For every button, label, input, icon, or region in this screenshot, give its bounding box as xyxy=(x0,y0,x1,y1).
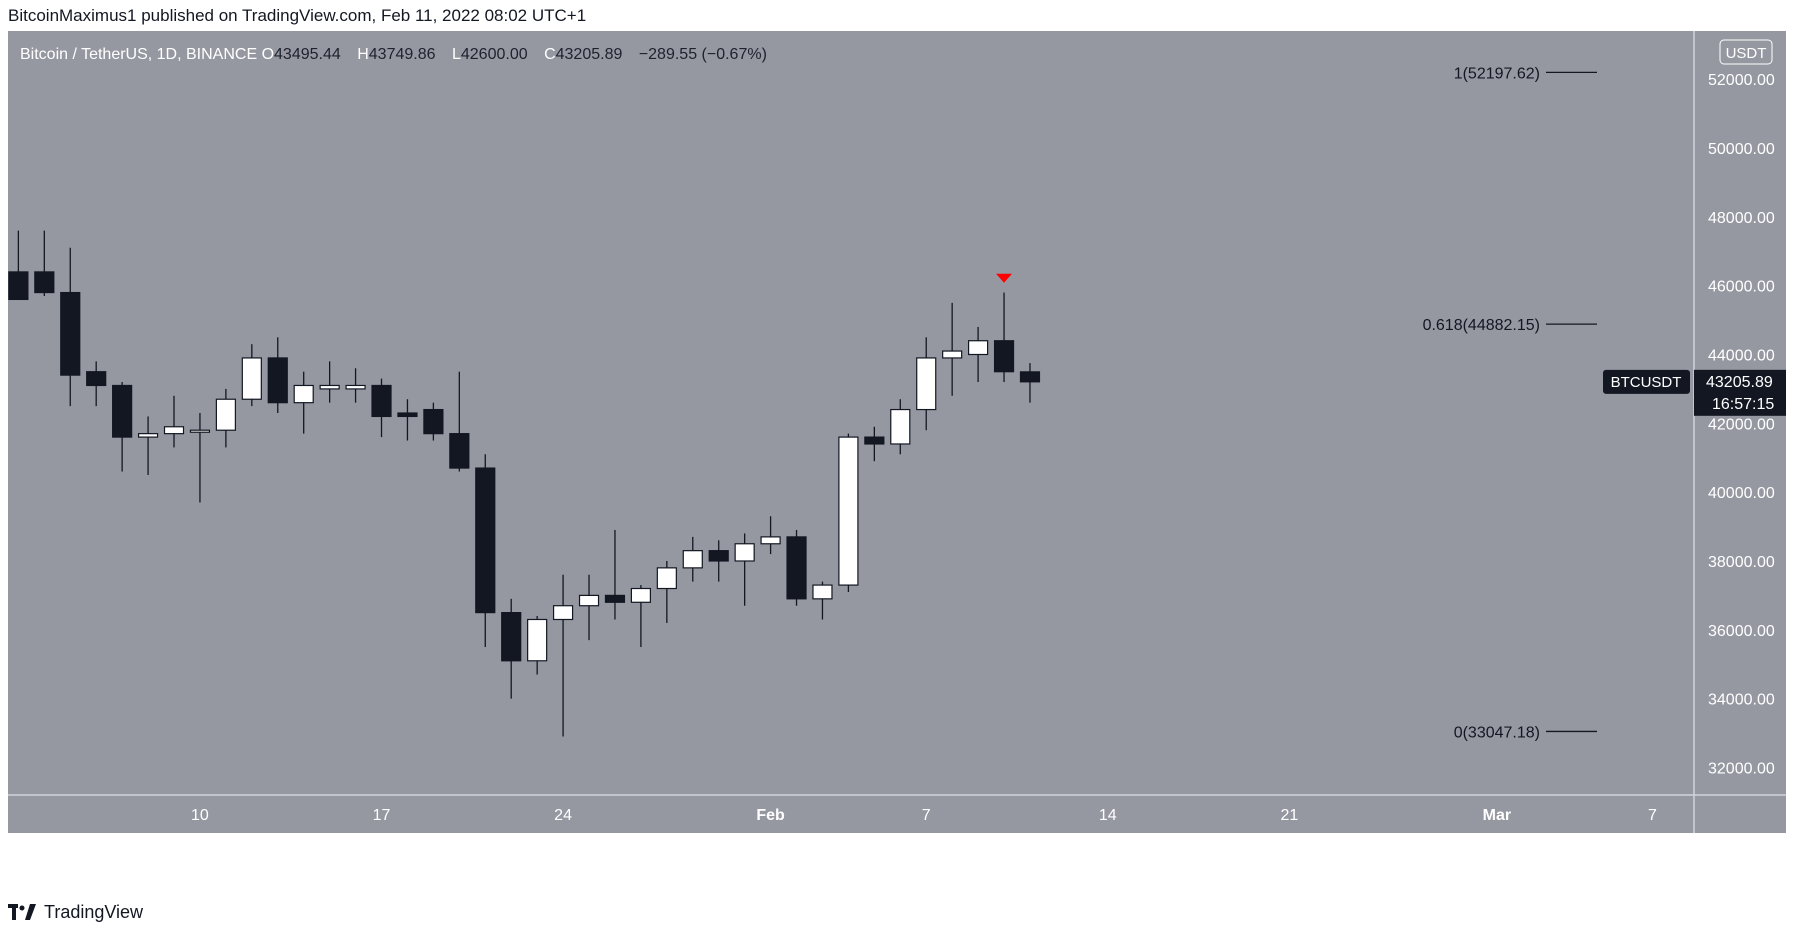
time-axis[interactable] xyxy=(8,795,1786,833)
candle-body xyxy=(1019,371,1041,383)
high-value: 43749.86 xyxy=(368,46,436,63)
candle-body xyxy=(60,291,81,376)
x-tick-label: 24 xyxy=(554,807,572,824)
symbol-tag xyxy=(1603,369,1690,394)
candle-body xyxy=(760,536,781,545)
y-tick-label: 42000.00 xyxy=(1708,416,1775,433)
candle-body xyxy=(345,384,366,390)
candle-body xyxy=(241,357,262,400)
candle-body xyxy=(215,398,236,431)
last-price-tag[interactable] xyxy=(1694,369,1786,416)
symbol-label[interactable]: Bitcoin / TetherUS, 1D, BINANCE xyxy=(20,46,258,63)
candle-body xyxy=(578,594,600,607)
high-key: H xyxy=(357,46,369,63)
x-tick-label: Feb xyxy=(756,807,785,824)
ohlc-legend: Bitcoin / TetherUS, 1D, BINANCE O43495.4… xyxy=(20,46,779,64)
candle-body xyxy=(423,408,444,435)
change-value: −289.55 (−0.67%) xyxy=(638,46,767,63)
candle-body xyxy=(734,543,755,562)
candle-body xyxy=(527,618,548,662)
x-tick-label: 17 xyxy=(373,807,391,824)
y-tick-label: 50000.00 xyxy=(1708,141,1775,158)
tradingview-logo-icon xyxy=(8,904,36,920)
x-tick-label: 14 xyxy=(1099,807,1117,824)
close-value: 43205.89 xyxy=(555,46,623,63)
candle-body xyxy=(189,429,211,433)
x-tick-label: 10 xyxy=(191,807,209,824)
candle-body xyxy=(552,605,574,621)
low-key: L xyxy=(451,46,461,63)
y-tick-label: 32000.00 xyxy=(1708,760,1775,777)
candle-body xyxy=(682,550,703,569)
candle-body xyxy=(942,350,963,359)
red-down-arrow-marker xyxy=(996,273,1013,283)
candle-body xyxy=(838,436,859,586)
countdown-label: 16:57:15 xyxy=(1712,396,1774,413)
candle-body xyxy=(864,436,885,445)
unit-badge-label: USDT xyxy=(1726,45,1767,62)
candle-body xyxy=(890,408,911,445)
x-tick-label: Mar xyxy=(1483,807,1511,824)
candle-body xyxy=(112,384,133,438)
y-tick-label: 38000.00 xyxy=(1708,554,1775,571)
symbol-tag-label: BTCUSDT xyxy=(1611,374,1682,391)
candle-body xyxy=(267,357,288,404)
candle-body xyxy=(916,357,937,411)
y-tick-label: 44000.00 xyxy=(1708,347,1775,364)
plot-area[interactable] xyxy=(8,31,1694,795)
unit-badge[interactable] xyxy=(1719,39,1773,65)
last-price-label: 43205.89 xyxy=(1706,374,1773,391)
y-tick-label: 46000.00 xyxy=(1708,279,1775,296)
candle-body xyxy=(656,567,677,590)
y-tick-label: 48000.00 xyxy=(1708,210,1775,227)
candle-body xyxy=(786,536,807,600)
candle-body xyxy=(993,340,1015,373)
candle-body xyxy=(630,587,651,603)
low-value: 42600.00 xyxy=(460,46,528,63)
candle-body xyxy=(8,271,29,301)
candle-body xyxy=(501,612,522,662)
candle-body xyxy=(397,412,418,418)
fib-level-label: 0.618(44882.15) xyxy=(1423,317,1540,334)
candle-body xyxy=(137,433,159,438)
candle-body xyxy=(86,371,107,387)
y-tick-label: 34000.00 xyxy=(1708,692,1775,709)
x-tick-label: 7 xyxy=(1648,807,1657,824)
candle-body xyxy=(449,433,470,469)
candle-body xyxy=(319,384,340,390)
chart-frame[interactable]: 32000.00 34000.00 36000.00 38000.00 40000.00… xyxy=(8,31,1786,885)
fib-level-label: 0(33047.18) xyxy=(1454,724,1540,741)
close-key: C xyxy=(544,46,556,63)
candle-body xyxy=(967,340,989,356)
candle-body xyxy=(604,594,626,603)
candle-body xyxy=(163,426,185,435)
candle-body xyxy=(475,467,496,614)
y-tick-label: 40000.00 xyxy=(1708,485,1775,502)
fib-level-label: 1(52197.62) xyxy=(1454,65,1540,82)
candle-body xyxy=(708,550,729,562)
publisher-line: BitcoinMaximus1 published on TradingView… xyxy=(8,6,587,25)
open-key: O xyxy=(261,46,275,63)
candle-body xyxy=(812,584,833,600)
candle-body xyxy=(293,384,314,404)
candle-body xyxy=(34,271,55,294)
x-tick-label: 7 xyxy=(922,807,931,824)
open-value: 43495.44 xyxy=(274,46,341,63)
x-tick-label: 21 xyxy=(1280,807,1298,824)
candle-body xyxy=(371,384,392,418)
candlestick-chart[interactable]: 32000.00 34000.00 36000.00 38000.00 40000.00… xyxy=(8,31,1786,885)
brand-name: TradingView xyxy=(44,901,144,922)
y-tick-label: 36000.00 xyxy=(1708,623,1775,640)
footer-brand[interactable]: TradingView xyxy=(8,902,143,922)
y-tick-label: 52000.00 xyxy=(1708,72,1775,89)
